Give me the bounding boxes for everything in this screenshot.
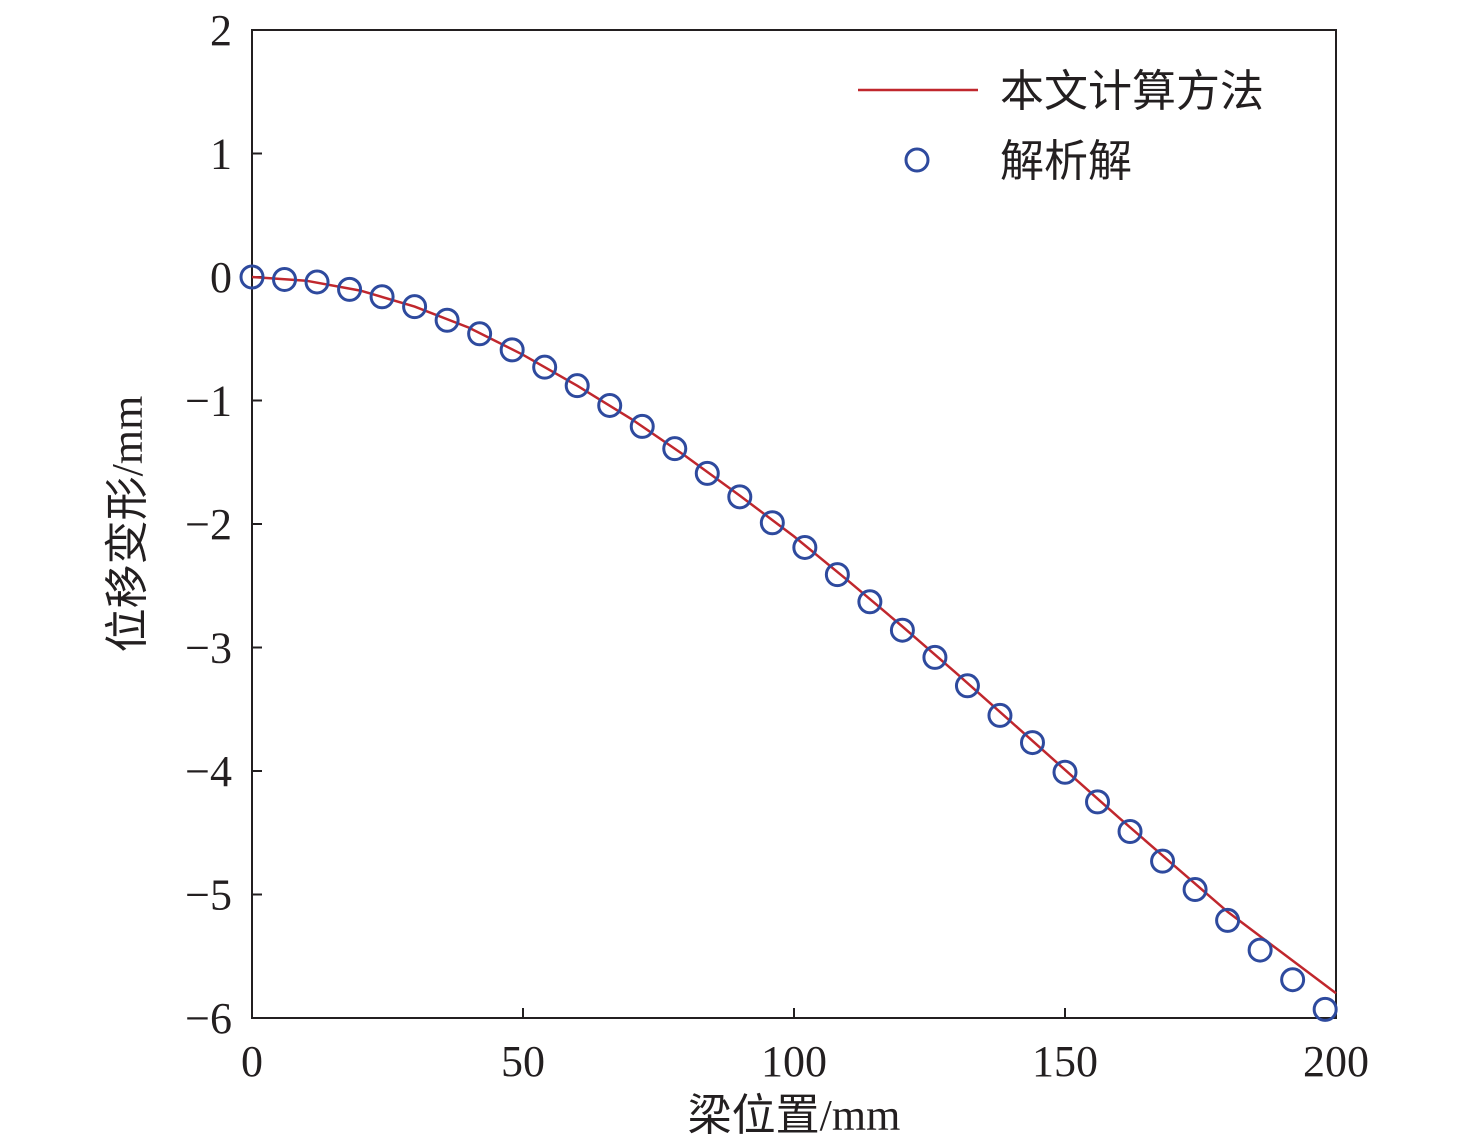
data-point-analytical [369,284,395,310]
x-axis-label: 梁位置/mm [688,1091,901,1140]
legend-label-analytical: 解析解 [1000,137,1132,186]
x-tick-label: 150 [1032,1037,1098,1086]
x-tick-label: 200 [1303,1037,1369,1086]
data-point-analytical [1312,996,1338,1022]
y-tick-label: −5 [185,871,232,920]
data-point-analytical [759,510,785,536]
x-tick-label: 50 [501,1037,545,1086]
data-point-analytical [1117,819,1143,845]
y-tick-label: 0 [210,253,232,302]
data-point-analytical [1085,789,1111,815]
data-point-analytical [499,337,525,363]
data-point-analytical [1215,907,1241,933]
y-tick-label: −6 [185,994,232,1043]
data-point-analytical [824,562,850,588]
data-point-analytical [597,392,623,418]
y-tick-label: −1 [185,377,232,426]
x-tick-label: 0 [241,1037,263,1086]
data-point-analytical [792,534,818,560]
y-tick-label: −3 [185,624,232,673]
data-point-analytical [857,589,883,615]
series-line-computed [251,275,1337,995]
x-tick-label: 100 [761,1037,827,1086]
data-point-analytical [304,269,330,295]
data-point-analytical [532,354,558,380]
data-point-analytical [954,673,980,699]
series-layer [239,264,1338,1022]
y-tick-label: 2 [210,6,232,55]
data-point-analytical [1182,877,1208,903]
legend-circle-marker [904,147,930,173]
data-point-analytical [1150,848,1176,874]
data-point-analytical [1280,967,1306,993]
data-point-analytical [662,436,688,462]
data-point-analytical [467,321,493,347]
data-point-analytical [564,373,590,399]
data-point-analytical [727,484,753,510]
axis-ticks: 0 50 100 150 200 2 1 0 −1 −2 −3 −4 −5 −6 [185,6,1369,1086]
data-point-analytical [337,276,363,302]
data-point-analytical [1019,730,1045,756]
y-tick-label: 1 [210,130,232,179]
data-point-analytical [402,294,428,320]
data-point-analytical [922,644,948,670]
y-tick-label: −4 [185,747,232,796]
data-point-analytical [694,460,720,486]
legend-label-computed: 本文计算方法 [1000,67,1264,116]
data-point-analytical [434,307,460,333]
data-point-analytical [1247,937,1273,963]
legend: 本文计算方法 解析解 [858,67,1264,186]
y-tick-label: −2 [185,500,232,549]
data-point-analytical [1052,759,1078,785]
data-point-analytical [272,266,298,292]
y-axis-label: 位移变形/mm [103,396,152,653]
data-point-analytical [239,264,265,290]
data-point-analytical [629,413,655,439]
data-point-analytical [889,617,915,643]
plot-frame [251,29,1337,1019]
data-point-analytical [987,702,1013,728]
